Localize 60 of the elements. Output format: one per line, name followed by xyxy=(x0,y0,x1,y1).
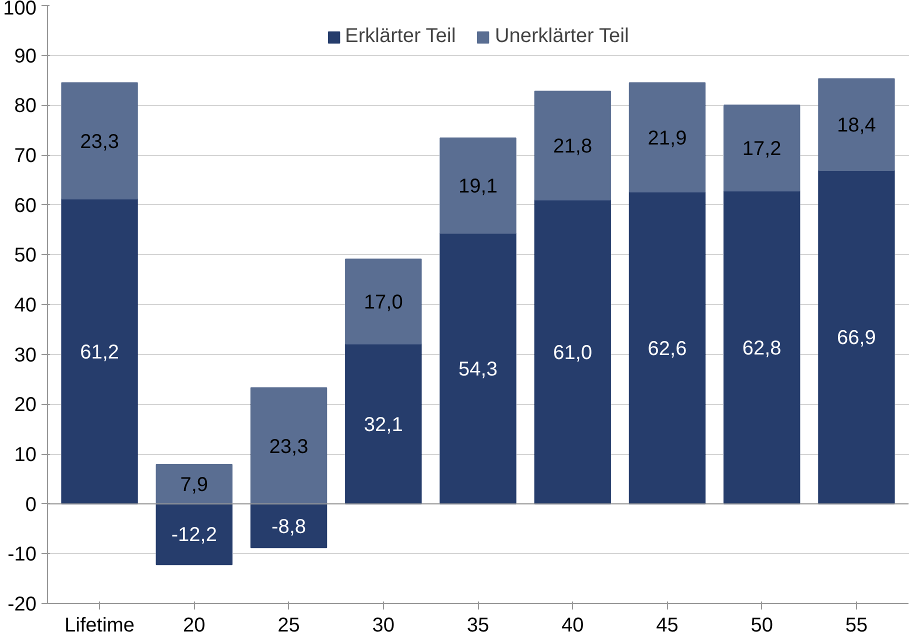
bar xyxy=(440,232,516,504)
y-tick-label: 70 xyxy=(14,145,37,167)
bar xyxy=(628,82,706,192)
data-label: 62,6 xyxy=(648,338,687,360)
x-tick-label: 25 xyxy=(278,614,300,636)
data-label: 19,1 xyxy=(458,176,498,198)
bar xyxy=(61,198,138,504)
y-tick-label: 80 xyxy=(14,95,37,118)
y-tick-label: 90 xyxy=(14,45,37,68)
x-tick-label: 20 xyxy=(183,614,206,636)
bar xyxy=(724,104,800,192)
legend-label: Erklärter Teil xyxy=(345,25,456,48)
bar xyxy=(818,170,895,504)
y-tick-label: -10 xyxy=(8,544,36,566)
bar xyxy=(61,82,138,200)
data-label: 7,9 xyxy=(180,474,208,496)
data-label: 21,9 xyxy=(648,127,687,150)
bar xyxy=(818,78,895,171)
bar xyxy=(156,503,232,566)
data-label: 61,2 xyxy=(80,341,120,364)
data-label: -12,2 xyxy=(171,524,217,546)
x-tick-label: Lifetime xyxy=(64,614,135,636)
bar xyxy=(534,90,611,200)
bar xyxy=(345,343,422,504)
y-tick-label: 60 xyxy=(14,194,37,217)
bar xyxy=(250,387,328,504)
data-label: 54,3 xyxy=(458,358,498,381)
bar xyxy=(345,258,422,344)
bar xyxy=(534,199,611,504)
y-tick-label: -20 xyxy=(8,594,36,616)
y-tick-label: 10 xyxy=(14,444,37,466)
data-label: 23,3 xyxy=(269,436,308,458)
bar xyxy=(440,138,516,234)
x-tick-label: 55 xyxy=(845,614,868,636)
data-label: 21,8 xyxy=(553,136,592,158)
data-label: 17,2 xyxy=(742,138,782,160)
bar xyxy=(628,191,706,504)
y-tick-label: 40 xyxy=(14,294,37,316)
data-label: 61,0 xyxy=(553,342,592,364)
x-tick-label: 45 xyxy=(656,614,678,636)
data-label: 23,3 xyxy=(80,130,120,153)
data-label: 18,4 xyxy=(837,114,876,137)
x-tick-label: 50 xyxy=(750,614,773,636)
data-label: 66,9 xyxy=(837,327,876,350)
legend-label: Unerklärter Teil xyxy=(494,25,629,48)
data-label: 17,0 xyxy=(364,292,403,314)
data-label: 32,1 xyxy=(364,414,403,436)
x-tick-label: 30 xyxy=(372,614,395,636)
bar xyxy=(724,190,800,504)
y-tick-label: 50 xyxy=(14,244,37,267)
bar xyxy=(250,503,328,548)
y-tick-label: 100 xyxy=(3,0,37,20)
x-tick-label: 40 xyxy=(561,614,584,636)
x-tick-label: 35 xyxy=(466,614,490,636)
y-tick-label: 0 xyxy=(25,494,36,516)
y-tick-label: 20 xyxy=(14,394,37,416)
y-tick-label: 30 xyxy=(14,344,37,366)
data-label: -8,8 xyxy=(272,516,306,538)
bar xyxy=(156,464,232,504)
data-label: 62,8 xyxy=(742,337,782,360)
